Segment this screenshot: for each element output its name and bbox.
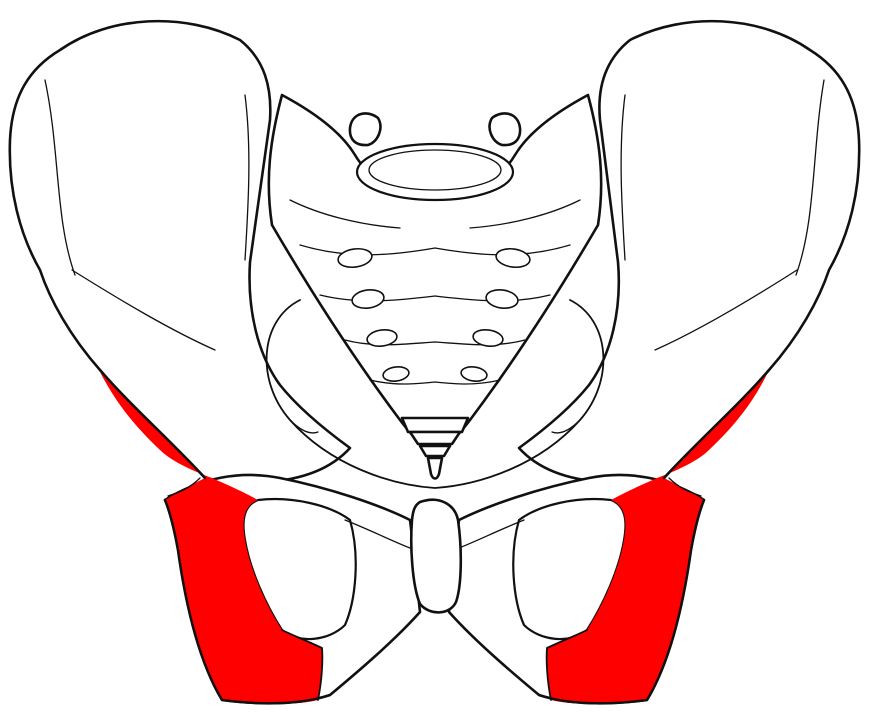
highlight-left <box>545 370 769 704</box>
pubic-symphysis <box>409 498 463 614</box>
sacral-promontory <box>355 142 515 202</box>
sacral-foramina <box>337 247 531 382</box>
highlight-right <box>100 372 324 704</box>
superior-articular-processes <box>348 112 522 147</box>
acetabulum-hints <box>167 477 702 497</box>
right-ilium <box>8 19 352 485</box>
outline-overlay <box>98 368 771 705</box>
pelvic-inlet <box>265 299 605 489</box>
coccyx <box>400 416 470 480</box>
left-ilium <box>517 19 861 485</box>
